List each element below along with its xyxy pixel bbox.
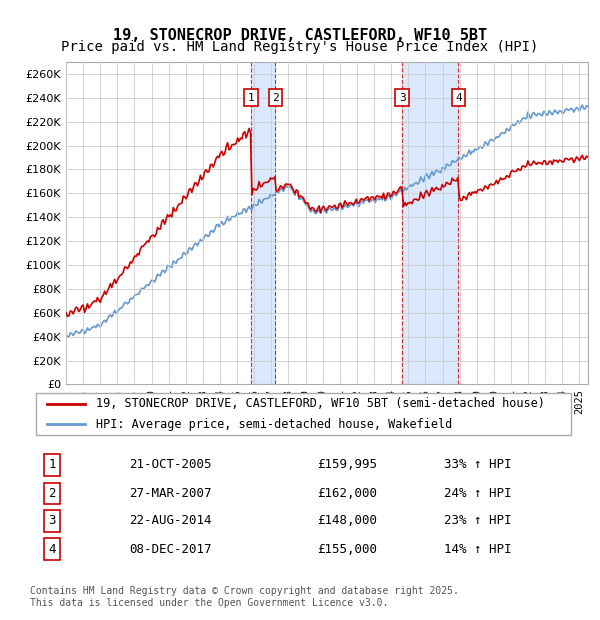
Bar [251,62,275,384]
Text: Contains HM Land Registry data © Crown copyright and database right 2025.
This d: Contains HM Land Registry data © Crown c… [30,586,459,608]
Text: 2: 2 [49,487,56,500]
Text: 08-DEC-2017: 08-DEC-2017 [130,543,212,556]
Text: 1: 1 [49,459,56,471]
Text: 22-AUG-2014: 22-AUG-2014 [130,515,212,527]
FancyBboxPatch shape [35,393,571,435]
Text: £162,000: £162,000 [317,487,377,500]
Text: 27-MAR-2007: 27-MAR-2007 [130,487,212,500]
Text: 19, STONECROP DRIVE, CASTLEFORD, WF10 5BT: 19, STONECROP DRIVE, CASTLEFORD, WF10 5B… [113,28,487,43]
Bar [402,62,458,384]
Text: 23% ↑ HPI: 23% ↑ HPI [444,515,511,527]
Text: 19, STONECROP DRIVE, CASTLEFORD, WF10 5BT (semi-detached house): 19, STONECROP DRIVE, CASTLEFORD, WF10 5B… [96,397,545,410]
Text: 3: 3 [49,515,56,527]
Text: £148,000: £148,000 [317,515,377,527]
Text: 1: 1 [248,93,254,103]
Text: 4: 4 [49,543,56,556]
Text: 4: 4 [455,93,462,103]
Text: 33% ↑ HPI: 33% ↑ HPI [444,459,511,471]
Text: 24% ↑ HPI: 24% ↑ HPI [444,487,511,500]
Text: HPI: Average price, semi-detached house, Wakefield: HPI: Average price, semi-detached house,… [96,418,452,430]
Text: 14% ↑ HPI: 14% ↑ HPI [444,543,511,556]
Text: 2: 2 [272,93,278,103]
Text: £155,000: £155,000 [317,543,377,556]
Text: Price paid vs. HM Land Registry's House Price Index (HPI): Price paid vs. HM Land Registry's House … [61,40,539,55]
Text: £159,995: £159,995 [317,459,377,471]
Text: 21-OCT-2005: 21-OCT-2005 [130,459,212,471]
Text: 3: 3 [399,93,406,103]
